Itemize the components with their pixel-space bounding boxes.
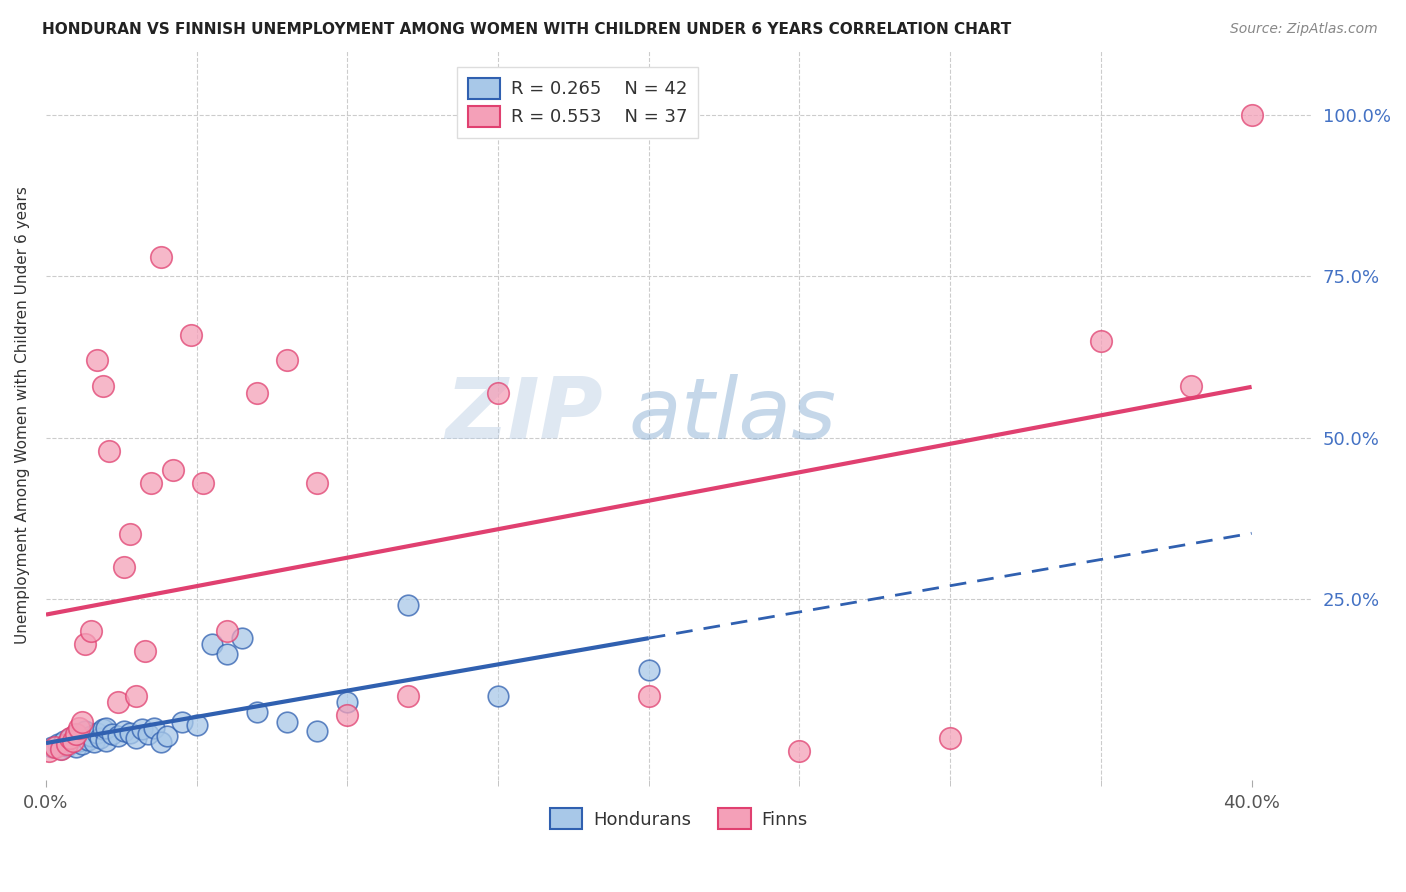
Point	[96, 734, 118, 748]
Y-axis label: Unemployment Among Women with Children Under 6 years: Unemployment Among Women with Children U…	[15, 186, 30, 644]
Point	[637, 663, 659, 677]
Point	[96, 721, 118, 735]
Point	[67, 721, 90, 735]
Point	[396, 689, 419, 703]
Point	[56, 739, 79, 753]
Point	[59, 731, 82, 745]
Legend: Hondurans, Finns: Hondurans, Finns	[543, 801, 815, 836]
Point	[70, 737, 93, 751]
Point	[75, 637, 97, 651]
Point	[186, 718, 208, 732]
Point	[49, 741, 72, 756]
Point	[201, 637, 224, 651]
Point	[637, 689, 659, 703]
Point	[38, 743, 60, 757]
Point	[107, 729, 129, 743]
Point	[486, 689, 509, 703]
Point	[231, 631, 253, 645]
Point	[86, 353, 108, 368]
Point	[80, 624, 103, 639]
Point	[246, 385, 269, 400]
Point	[62, 734, 84, 748]
Point	[46, 737, 69, 751]
Point	[44, 740, 66, 755]
Point	[107, 695, 129, 709]
Point	[486, 385, 509, 400]
Text: atlas: atlas	[628, 374, 837, 457]
Point	[70, 714, 93, 729]
Point	[56, 737, 79, 751]
Point	[80, 729, 103, 743]
Point	[1240, 108, 1263, 122]
Point	[191, 475, 214, 490]
Point	[276, 353, 298, 368]
Point	[180, 327, 202, 342]
Point	[307, 724, 329, 739]
Point	[939, 731, 962, 745]
Text: HONDURAN VS FINNISH UNEMPLOYMENT AMONG WOMEN WITH CHILDREN UNDER 6 YEARS CORRELA: HONDURAN VS FINNISH UNEMPLOYMENT AMONG W…	[42, 22, 1011, 37]
Point	[143, 721, 166, 735]
Point	[125, 689, 148, 703]
Point	[336, 695, 359, 709]
Point	[91, 723, 114, 737]
Point	[162, 463, 184, 477]
Text: ZIP: ZIP	[446, 374, 603, 457]
Point	[149, 735, 172, 749]
Point	[215, 624, 238, 639]
Point	[91, 379, 114, 393]
Point	[75, 724, 97, 739]
Point	[65, 727, 87, 741]
Point	[120, 726, 142, 740]
Point	[138, 727, 160, 741]
Text: Source: ZipAtlas.com: Source: ZipAtlas.com	[1230, 22, 1378, 37]
Point	[98, 443, 121, 458]
Point	[1090, 334, 1112, 348]
Point	[112, 724, 135, 739]
Point	[83, 735, 105, 749]
Point	[101, 727, 124, 741]
Point	[53, 734, 76, 748]
Point	[215, 647, 238, 661]
Point	[155, 729, 177, 743]
Point	[141, 475, 163, 490]
Point	[65, 727, 87, 741]
Point	[89, 731, 111, 745]
Point	[336, 708, 359, 723]
Point	[307, 475, 329, 490]
Point	[125, 731, 148, 745]
Point	[65, 740, 87, 755]
Point	[49, 741, 72, 756]
Point	[112, 559, 135, 574]
Point	[131, 723, 153, 737]
Point	[41, 740, 63, 755]
Point	[86, 726, 108, 740]
Point	[67, 734, 90, 748]
Point	[149, 250, 172, 264]
Point	[246, 705, 269, 719]
Point	[120, 527, 142, 541]
Point	[1180, 379, 1202, 393]
Point	[62, 735, 84, 749]
Point	[59, 731, 82, 745]
Point	[789, 743, 811, 757]
Point	[77, 732, 100, 747]
Point	[170, 714, 193, 729]
Point	[396, 599, 419, 613]
Point	[134, 643, 156, 657]
Point	[276, 714, 298, 729]
